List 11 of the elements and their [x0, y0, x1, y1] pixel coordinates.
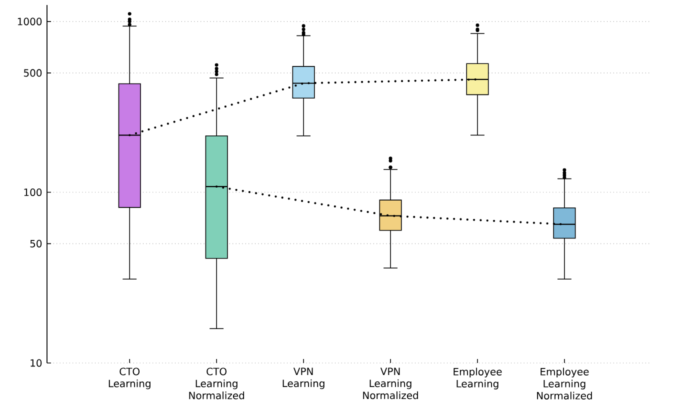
- y-tick-label: 100: [24, 188, 42, 196]
- x-tick-label: CTO Learning: [108, 368, 150, 390]
- x-tick-label: VPN Learning: [282, 368, 324, 390]
- y-tick-label: 50: [30, 240, 42, 248]
- y-tick-label: 500: [24, 69, 42, 77]
- y-tick-label: 10: [30, 359, 42, 367]
- x-tick-label: Employee Learning: [454, 368, 502, 390]
- x-tick-label: Employee Learning Normalized: [537, 368, 592, 400]
- x-tick-label: CTO Learning Normalized: [189, 368, 244, 400]
- y-tick-label: 1000: [18, 18, 42, 26]
- x-tick-label: VPN Learning Normalized: [363, 368, 418, 400]
